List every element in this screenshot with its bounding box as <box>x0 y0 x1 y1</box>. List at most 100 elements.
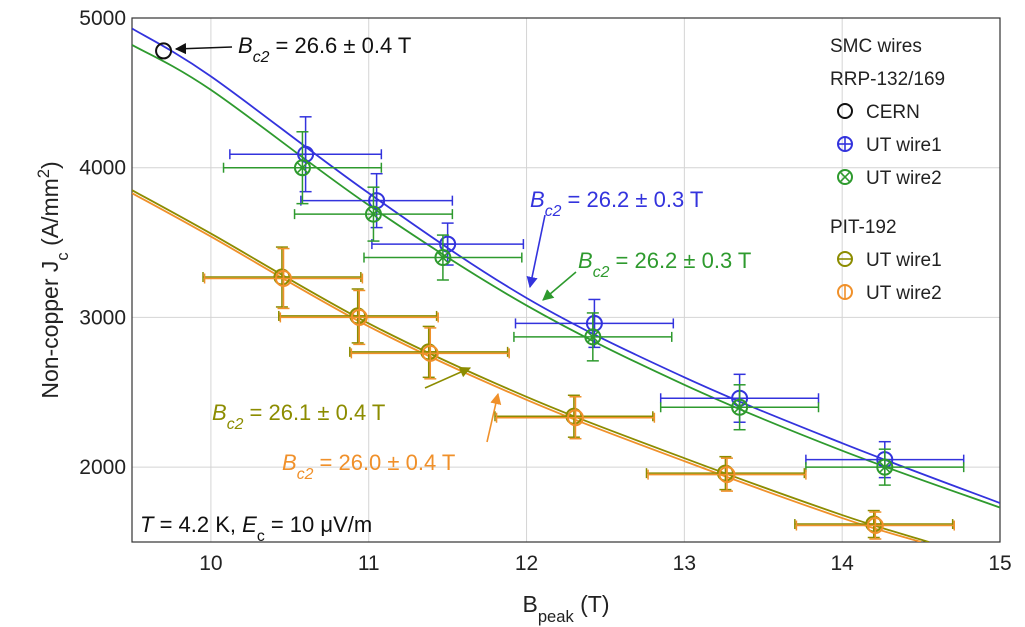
annotation-part: = 4.2 K, <box>153 512 242 537</box>
marker <box>293 159 311 177</box>
annotation-part: B <box>578 248 593 273</box>
legend-marker <box>837 169 853 185</box>
annotation-part: T <box>140 512 155 537</box>
legend-marker <box>837 251 853 267</box>
annotation-part: B <box>530 187 545 212</box>
annotation-part: c2 <box>253 49 270 66</box>
marker <box>876 458 894 476</box>
marker <box>731 398 749 416</box>
x-axis-label-part: (T) <box>574 591 610 617</box>
annotation: Bc2 = 26.1 ± 0.4 T <box>212 400 385 433</box>
marker <box>718 466 736 484</box>
annotation-arrow <box>424 366 472 389</box>
fit-curve <box>132 27 1000 504</box>
marker-ring <box>155 42 173 60</box>
annotation-part: c2 <box>593 264 610 281</box>
legend-marker <box>837 284 853 300</box>
marker <box>584 328 602 346</box>
annotation: Bc2 = 26.2 ± 0.3 T <box>530 187 703 220</box>
legend-label: UT wire1 <box>866 135 942 156</box>
marker <box>350 308 368 326</box>
plot-frame <box>131 17 1001 543</box>
legend-marker <box>837 103 853 119</box>
y-tick-label: 5000 <box>79 7 126 30</box>
marker-ring <box>364 205 382 223</box>
y-axis-label-part: ) <box>37 161 63 169</box>
marker <box>866 517 884 535</box>
annotation-part: c2 <box>227 416 244 433</box>
annotation-part: c <box>257 528 265 545</box>
y-axis-label-part: Non-copper J <box>37 261 63 399</box>
legend-label: UT wire2 <box>866 283 942 304</box>
x-tick-label: 14 <box>831 552 855 575</box>
marker-stroke <box>587 331 599 343</box>
annotation-arrow <box>526 214 546 289</box>
marker <box>566 409 584 427</box>
marker-stroke <box>733 401 746 414</box>
marker-ring <box>584 328 602 346</box>
annotation-part: E <box>242 512 257 537</box>
marker-ring <box>293 159 311 177</box>
marker <box>155 42 173 60</box>
legend-title: SMC wires <box>830 36 922 57</box>
annotation-part: = 26.1 ± 0.4 T <box>243 400 385 425</box>
marker-stroke <box>878 461 891 473</box>
fit-curve <box>132 44 1000 509</box>
annotation-part: = 26.2 ± 0.3 T <box>609 248 751 273</box>
annotation: T = 4.2 K, Ec = 10 μV/m <box>140 512 372 545</box>
marker <box>434 249 452 267</box>
annotation-part: c2 <box>297 466 314 483</box>
x-tick-label: 12 <box>515 552 538 575</box>
annotation-part: = 26.6 ± 0.4 T <box>269 33 411 58</box>
y-axis-label-part: 2 <box>34 169 53 178</box>
x-tick-label: 10 <box>199 552 222 575</box>
annotation-arrow <box>486 392 502 443</box>
marker-ring <box>731 398 749 416</box>
y-axis-label-part: c <box>53 252 72 260</box>
x-tick-label: 11 <box>358 552 380 575</box>
annotation-arrow <box>542 271 577 301</box>
annotation-part: B <box>212 400 227 425</box>
marker <box>275 270 293 288</box>
x-axis-label-part: peak <box>538 607 575 626</box>
y-tick-label: 3000 <box>79 306 126 329</box>
annotation: Bc2 = 26.0 ± 0.4 T <box>282 450 455 483</box>
y-axis-label: Non-copper Jc (A/mm2) <box>34 161 72 398</box>
annotation-part: = 10 μV/m <box>265 512 372 537</box>
marker <box>585 314 603 332</box>
legend-label: UT wire1 <box>866 250 942 271</box>
marker-stroke <box>367 208 380 220</box>
legend-label: UT wire2 <box>866 168 942 189</box>
x-axis-label-part: B <box>523 591 538 617</box>
legend-label: CERN <box>866 102 920 123</box>
marker-ring <box>876 458 894 476</box>
annotation-part: B <box>282 450 297 475</box>
marker <box>421 344 439 362</box>
marker-ring <box>837 103 853 119</box>
annotation-part: c2 <box>545 203 562 220</box>
x-tick-label: 15 <box>988 552 1011 575</box>
legend-title: PIT-192 <box>830 217 897 238</box>
x-axis-label: Bpeak (T) <box>523 591 610 626</box>
annotation-part: B <box>238 33 253 58</box>
x-tick-label: 13 <box>673 552 696 575</box>
y-tick-label: 2000 <box>79 456 126 479</box>
fit-curve <box>132 189 930 542</box>
marker-stroke <box>296 161 309 174</box>
legend-marker <box>837 136 853 152</box>
annotation-part: = 26.2 ± 0.3 T <box>561 187 703 212</box>
fit-curve <box>132 192 922 542</box>
annotation-part: = 26.0 ± 0.4 T <box>313 450 455 475</box>
annotation-arrow <box>174 43 233 55</box>
legend-title: RRP-132/169 <box>830 69 945 90</box>
marker <box>364 205 382 223</box>
marker-ring <box>434 249 452 267</box>
annotation: Bc2 = 26.6 ± 0.4 T <box>238 33 411 66</box>
marker-stroke <box>839 171 851 183</box>
annotation: Bc2 = 26.2 ± 0.3 T <box>578 248 751 281</box>
marker-stroke <box>437 251 449 264</box>
y-axis-label-part: (A/mm <box>37 178 63 252</box>
y-tick-label: 4000 <box>79 157 126 180</box>
marker-ring <box>837 169 853 185</box>
